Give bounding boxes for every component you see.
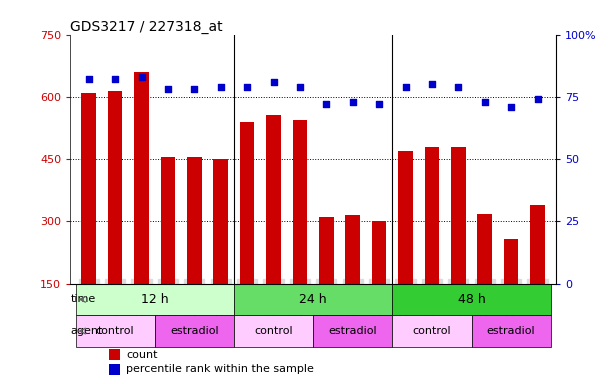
Text: count: count [126, 349, 158, 359]
Bar [425, 147, 439, 283]
Bar [392, 283, 551, 315]
Bar [240, 122, 254, 283]
Text: estradiol: estradiol [170, 326, 219, 336]
Point [348, 99, 357, 105]
Point [163, 86, 173, 93]
Point [507, 104, 516, 110]
Text: time: time [70, 295, 96, 305]
Bar [398, 151, 413, 283]
Bar [392, 315, 472, 347]
Bar [76, 283, 234, 315]
Point [189, 86, 199, 93]
Point [453, 84, 463, 90]
Text: 24 h: 24 h [299, 293, 327, 306]
Point [321, 101, 331, 108]
Text: control: control [254, 326, 293, 336]
Bar [293, 120, 307, 283]
Text: percentile rank within the sample: percentile rank within the sample [126, 364, 314, 374]
Bar [81, 93, 96, 283]
Text: control: control [96, 326, 134, 336]
Point [269, 79, 279, 85]
Text: estradiol: estradiol [487, 326, 535, 336]
Bar [213, 159, 228, 283]
Bar [234, 315, 313, 347]
Bar [76, 315, 155, 347]
Bar [313, 315, 392, 347]
Bar [187, 157, 202, 283]
Point [401, 84, 411, 90]
Bar [477, 214, 492, 283]
Bar [108, 91, 122, 283]
Bar [155, 315, 234, 347]
Bar [134, 72, 149, 283]
Bar [372, 221, 386, 283]
Bar [109, 364, 120, 375]
Bar [161, 157, 175, 283]
Bar [451, 147, 466, 283]
Bar [109, 349, 120, 360]
Bar [345, 215, 360, 283]
Text: GDS3217 / 227318_at: GDS3217 / 227318_at [70, 20, 223, 33]
Point [427, 81, 437, 88]
Point [84, 76, 93, 83]
Text: agent: agent [70, 326, 103, 336]
Bar [530, 205, 545, 283]
Point [137, 74, 147, 80]
Point [110, 76, 120, 83]
Point [533, 96, 543, 103]
Bar [234, 283, 392, 315]
Bar [504, 239, 518, 283]
Text: control: control [412, 326, 452, 336]
Point [216, 84, 225, 90]
Bar [319, 217, 334, 283]
Point [375, 101, 384, 108]
Point [480, 99, 489, 105]
Bar [472, 315, 551, 347]
Text: 12 h: 12 h [141, 293, 169, 306]
Bar [266, 116, 281, 283]
Point [295, 84, 305, 90]
Point [242, 84, 252, 90]
Text: estradiol: estradiol [329, 326, 377, 336]
Text: 48 h: 48 h [458, 293, 485, 306]
